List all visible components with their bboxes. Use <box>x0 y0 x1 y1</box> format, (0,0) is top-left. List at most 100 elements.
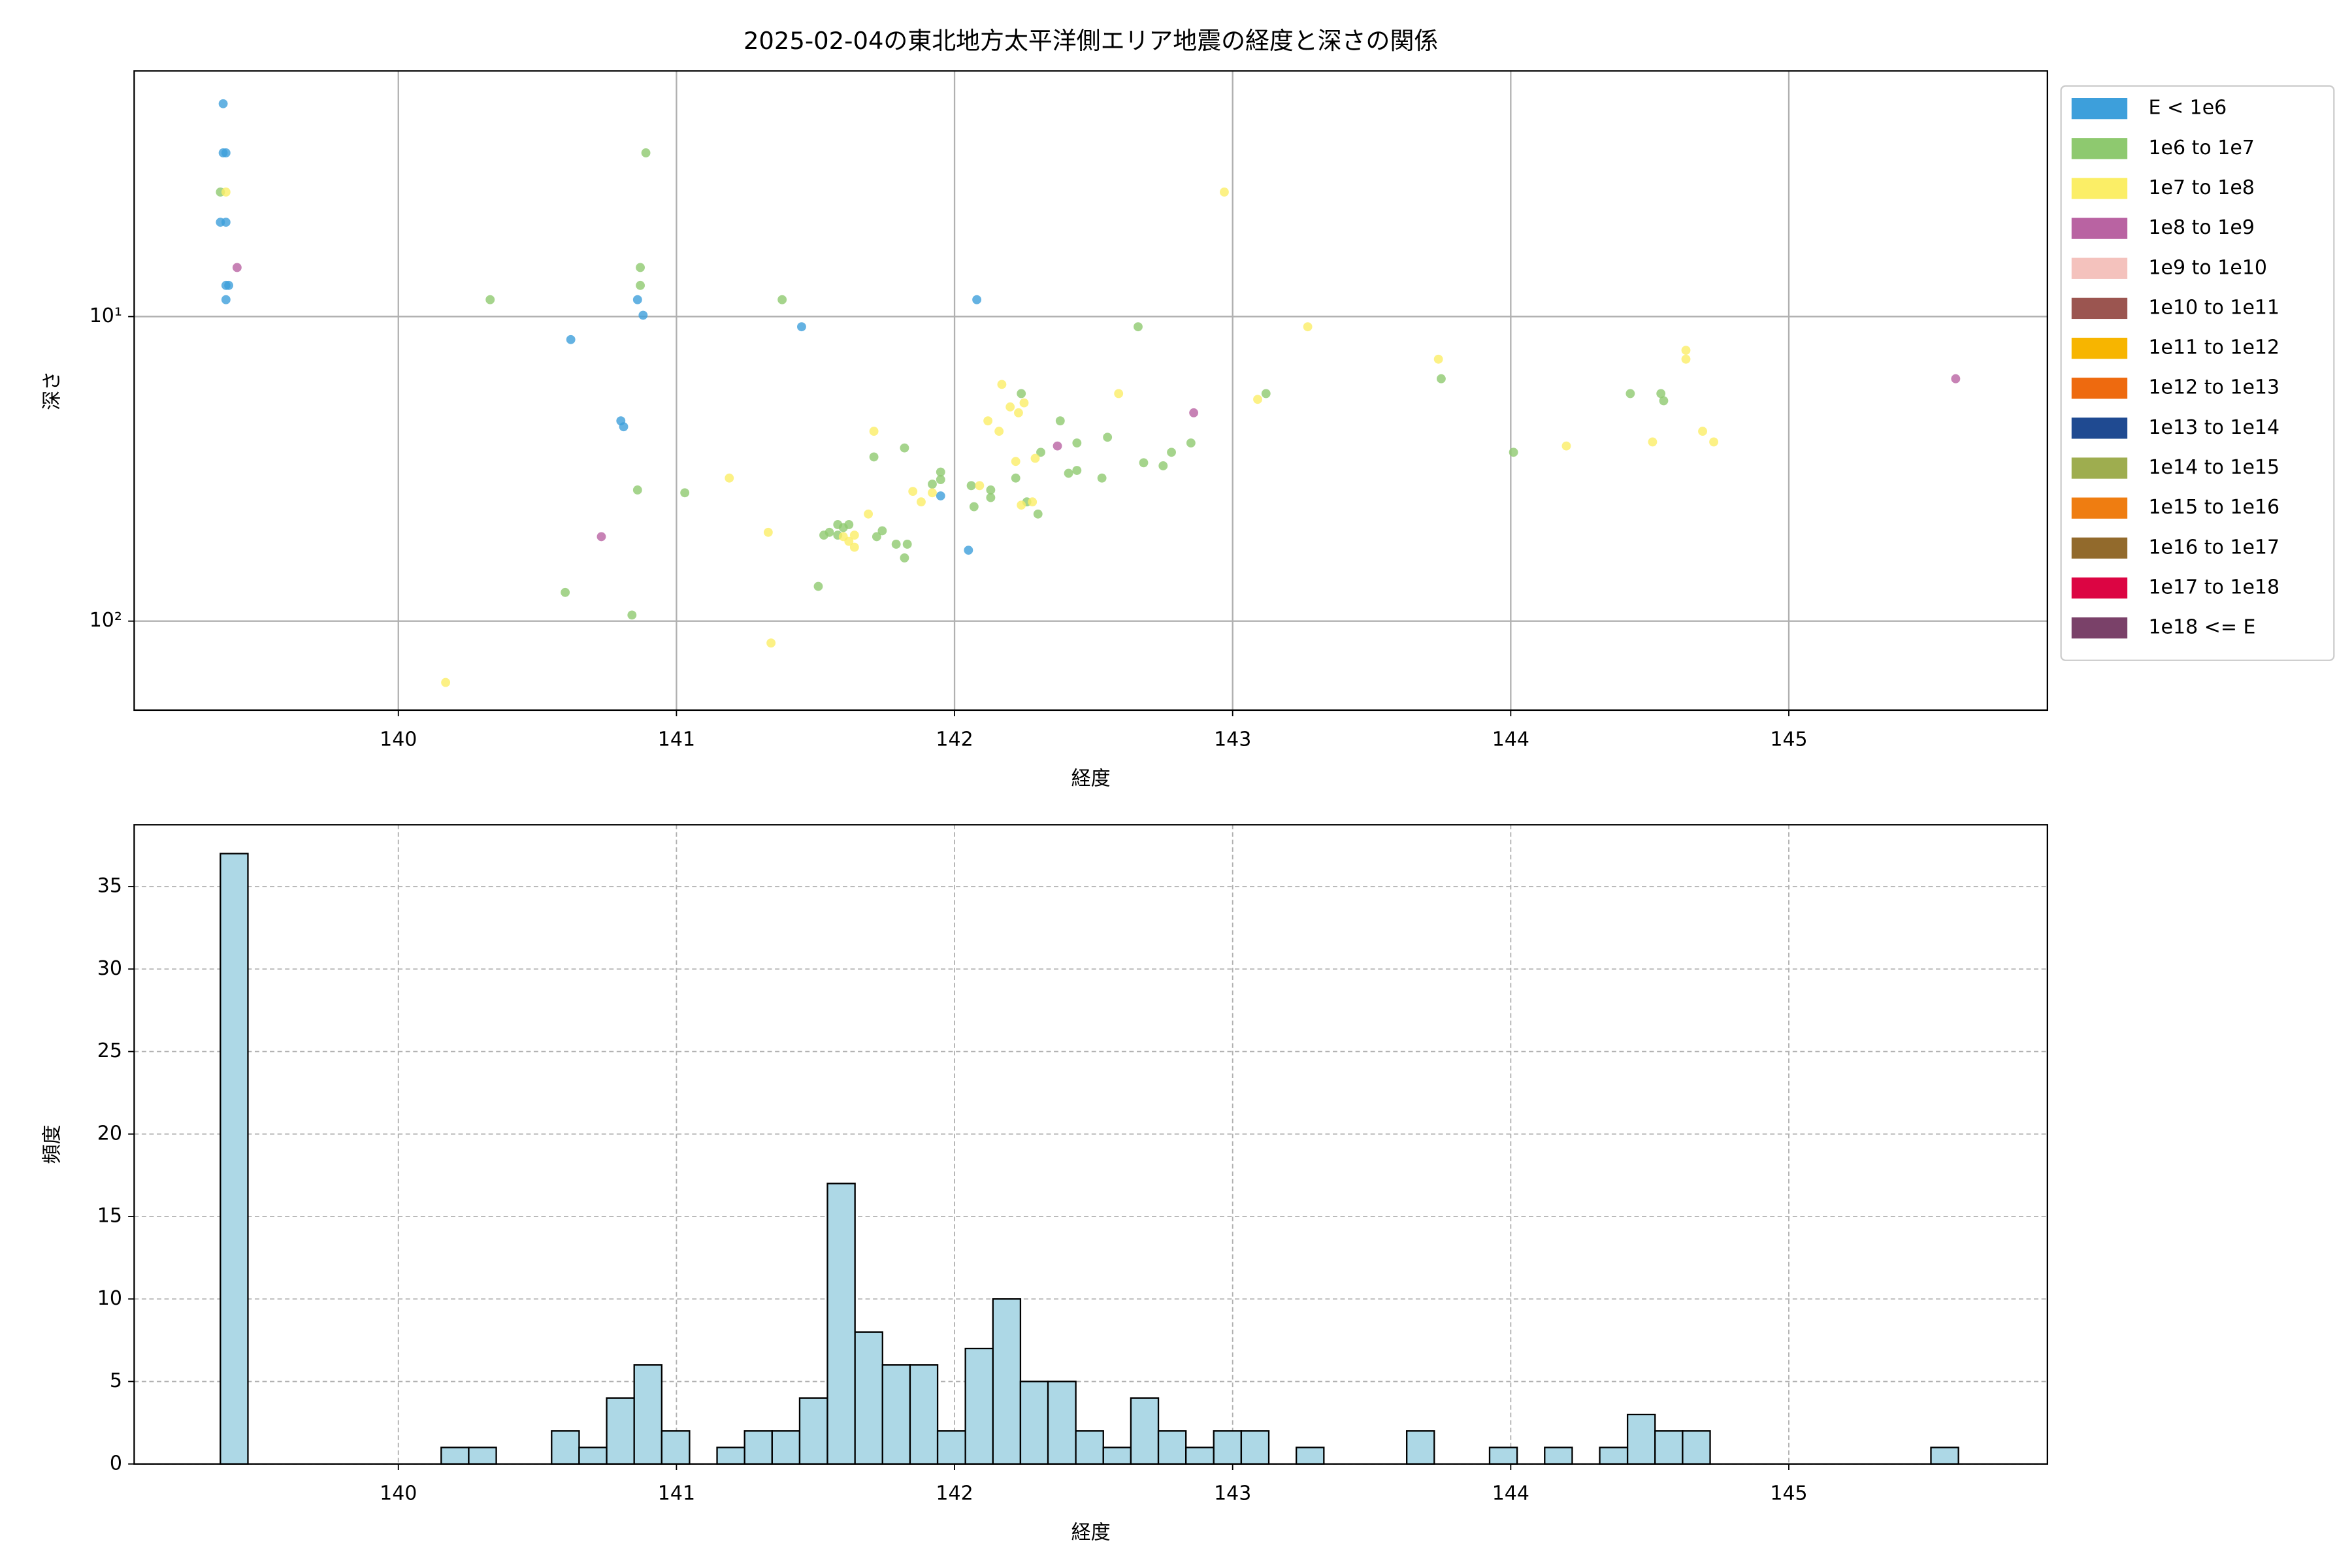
scatter-point <box>1053 441 1062 451</box>
scatter-point <box>766 638 776 648</box>
scatter-point <box>221 295 231 304</box>
histogram-bar <box>992 1298 1022 1465</box>
scatter-point <box>825 527 834 537</box>
scatter-point <box>632 485 642 495</box>
scatter-point <box>844 520 854 529</box>
scatter-point <box>936 491 945 500</box>
histogram-bar <box>1047 1380 1077 1465</box>
x-tick-label: 140 <box>380 728 417 751</box>
scatter-point <box>1028 497 1037 507</box>
histogram-bar <box>551 1430 580 1465</box>
scatter-point <box>1709 437 1718 447</box>
x-tick-label: 142 <box>936 728 973 751</box>
histogram-bar <box>1075 1430 1104 1465</box>
scatter-point <box>1072 438 1082 448</box>
scatter-point <box>566 335 576 344</box>
scatter-point <box>1134 322 1143 332</box>
histogram-bar <box>1130 1397 1160 1465</box>
x-tick-label: 145 <box>1770 728 1807 751</box>
histogram-bar <box>771 1430 801 1465</box>
scatter-point <box>1030 453 1040 463</box>
scatter-point <box>877 526 887 536</box>
scatter-point <box>641 148 651 157</box>
scatter-point <box>636 263 645 272</box>
y-tick-label: 35 <box>97 874 122 897</box>
legend-swatch <box>2071 257 2128 279</box>
scatter-point <box>1656 389 1666 399</box>
y-tick-label: 20 <box>97 1122 122 1145</box>
plot-frame <box>133 70 2048 711</box>
scatter-point <box>872 532 881 542</box>
scatter-point <box>1681 346 1691 355</box>
scatter-point <box>928 480 937 489</box>
scatter-point <box>900 443 909 453</box>
scatter-point <box>838 532 848 542</box>
scatter-point <box>1648 437 1658 447</box>
scatter-point <box>969 502 979 512</box>
x-axis-label: 経度 <box>1071 1521 1111 1544</box>
scatter-point <box>1681 354 1691 364</box>
histogram-bar <box>1654 1430 1684 1465</box>
scatter-point <box>485 295 495 304</box>
x-tick-label: 142 <box>936 1482 973 1505</box>
legend-label: 1e11 to 1e12 <box>2148 336 2279 359</box>
legend-label: 1e18 <= E <box>2148 616 2255 639</box>
scatter-point <box>619 422 629 432</box>
scatter-point <box>1139 458 1149 468</box>
legend-label: 1e16 to 1e17 <box>2148 536 2279 559</box>
scatter-point <box>1186 438 1196 448</box>
histogram-bar <box>578 1446 608 1465</box>
scatter-point <box>1261 389 1271 399</box>
scatter-point <box>994 427 1004 436</box>
y-tick-label: 15 <box>97 1205 122 1228</box>
scatter-point <box>900 553 909 563</box>
histogram-bar <box>854 1331 883 1465</box>
scatter-point <box>902 540 912 549</box>
scatter-point <box>1220 188 1229 197</box>
scatter-point <box>632 295 642 304</box>
y-tick-label: 10 <box>97 1287 122 1310</box>
histogram-bar <box>468 1446 497 1465</box>
scatter-point <box>1017 389 1026 399</box>
legend-label: 1e9 to 1e10 <box>2148 256 2267 279</box>
scatter-point <box>1011 457 1021 466</box>
scatter-point <box>1064 468 1073 478</box>
scatter-point <box>975 481 985 491</box>
scatter-point <box>986 493 996 502</box>
scatter-point <box>1433 354 1443 364</box>
histogram-bar <box>1296 1446 1325 1465</box>
y-axis-label: 頻度 <box>41 1125 63 1164</box>
scatter-point <box>908 487 918 497</box>
histogram-bar <box>798 1397 828 1465</box>
scatter-point <box>777 295 787 304</box>
scatter-point <box>1072 466 1082 475</box>
legend-swatch <box>2071 497 2128 519</box>
legend-swatch <box>2071 337 2128 359</box>
scatter-point <box>1561 441 1571 451</box>
histogram-bar <box>1626 1413 1656 1465</box>
scatter-point <box>725 473 734 483</box>
legend-label: 1e12 to 1e13 <box>2148 376 2279 399</box>
scatter-point <box>638 310 648 320</box>
y-axis-label: 深さ <box>41 371 63 410</box>
scatter-point <box>1659 396 1669 406</box>
scatter-point <box>1014 408 1023 417</box>
scatter-point <box>561 587 570 597</box>
scatter-point <box>1437 374 1446 384</box>
histogram-bar <box>1682 1430 1711 1465</box>
histogram-bar <box>220 853 249 1465</box>
legend-swatch <box>2071 537 2128 559</box>
legend-swatch <box>2071 98 2128 120</box>
plot-background <box>134 825 2048 1464</box>
scatter-point <box>1253 395 1262 404</box>
scatter-point <box>1097 473 1107 483</box>
scatter-point <box>797 322 806 332</box>
histogram-bar <box>1544 1446 1573 1465</box>
scatter-point <box>849 542 859 552</box>
histogram-bar <box>633 1364 662 1465</box>
scatter-point <box>1158 461 1168 470</box>
legend-label: 1e13 to 1e14 <box>2148 416 2279 439</box>
scatter-point <box>627 610 637 620</box>
y-tick-label: 25 <box>97 1039 122 1062</box>
